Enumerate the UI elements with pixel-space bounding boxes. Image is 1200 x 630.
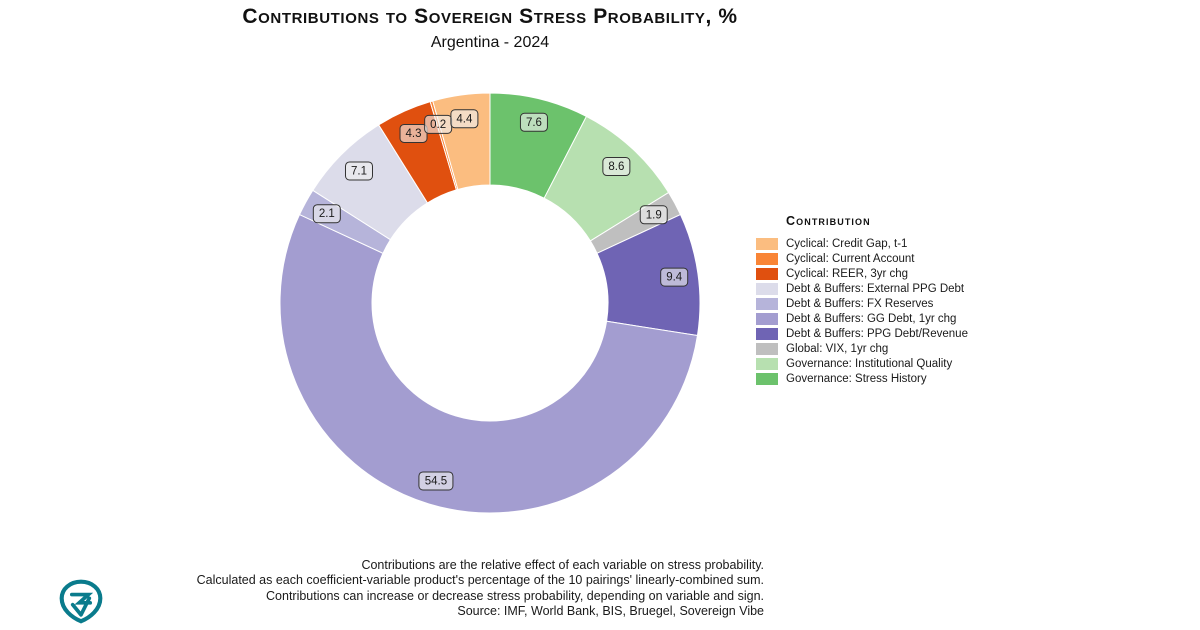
slice-label-value: 54.5 <box>425 475 447 487</box>
slice-value-label: 9.4 <box>660 267 689 287</box>
legend-item[interactable]: Governance: Institutional Quality <box>756 357 1056 371</box>
legend-item-label: Debt & Buffers: GG Debt, 1yr chg <box>786 312 957 325</box>
slice-value-label: 4.3 <box>399 123 428 143</box>
legend-title: Contribution <box>786 214 871 228</box>
legend-item[interactable]: Global: VIX, 1yr chg <box>756 342 1056 356</box>
legend-swatch <box>756 358 778 370</box>
legend-swatch <box>756 253 778 265</box>
legend-item-label: Cyclical: Current Account <box>786 252 915 265</box>
slice-label-value: 7.6 <box>526 117 542 129</box>
slice-label-pill <box>660 267 689 287</box>
legend-swatch <box>756 298 778 310</box>
legend-swatch <box>756 328 778 340</box>
legend-swatch <box>756 343 778 355</box>
donut-chart-svg: 7.6 8.6 1.9 9.4 54.5 2.1 7.1 4.3 0.2 4.4 <box>279 92 701 514</box>
legend-item-label: Global: VIX, 1yr chg <box>786 342 889 355</box>
legend-item-label: Governance: Stress History <box>786 372 927 385</box>
legend-item-list: Cyclical: Credit Gap, t-1 Cyclical: Curre… <box>756 237 1056 386</box>
legend-item-label: Debt & Buffers: FX Reserves <box>786 297 934 310</box>
legend-swatch <box>756 283 778 295</box>
legend-item-label: Cyclical: REER, 3yr chg <box>786 267 909 280</box>
legend-item[interactable]: Cyclical: Current Account <box>756 252 1056 266</box>
footer-line: Contributions are the relative effect of… <box>361 558 764 572</box>
legend-item[interactable]: Debt & Buffers: GG Debt, 1yr chg <box>756 312 1056 326</box>
legend-item[interactable]: Cyclical: REER, 3yr chg <box>756 267 1056 281</box>
legend-swatch <box>756 373 778 385</box>
legend-swatch <box>756 238 778 250</box>
logo-icon <box>59 579 103 624</box>
legend-item-label: Debt & Buffers: PPG Debt/Revenue <box>786 327 968 340</box>
slice-label-pill <box>519 112 548 132</box>
slice-label-value: 1.9 <box>646 209 662 221</box>
legend-item-label: Governance: Institutional Quality <box>786 357 953 370</box>
slice-label-pill <box>312 204 341 224</box>
footer-line: Calculated as each coefficient-variable … <box>196 573 764 588</box>
slice-value-label: 0.2 <box>424 114 453 134</box>
slice-value-label: 7.6 <box>519 112 548 132</box>
slice-label-value: 2.1 <box>319 208 335 220</box>
slice-label-pill <box>344 161 373 181</box>
slice-label-value: 7.1 <box>351 165 367 177</box>
slice-label-pill <box>602 157 631 177</box>
title-block: Contributions to Sovereign Stress Probab… <box>0 4 980 54</box>
footer-notes: Contributions are the relative effect of… <box>0 558 764 620</box>
footer-line: Source: IMF, World Bank, BIS, Bruegel, S… <box>457 604 764 619</box>
chart-legend: Contribution Cyclical: Credit Gap, t-1 Cy… <box>756 214 1056 387</box>
slice-value-label: 8.6 <box>602 157 631 177</box>
legend-item[interactable]: Cyclical: Credit Gap, t-1 <box>756 237 1056 251</box>
slice-label-value: 9.4 <box>666 272 683 284</box>
footer-line: Contributions can increase or decrease s… <box>266 588 764 603</box>
slice-value-label: 1.9 <box>639 205 668 225</box>
legend-swatch <box>756 313 778 325</box>
legend-item[interactable]: Debt & Buffers: PPG Debt/Revenue <box>756 327 1056 341</box>
page-title: Contributions to Sovereign Stress Probab… <box>242 5 738 28</box>
slice-label-pill <box>418 471 454 491</box>
slice-value-label: 7.1 <box>344 161 373 181</box>
sovereign-vibe-logo <box>58 578 104 624</box>
legend-item-label: Debt & Buffers: External PPG Debt <box>786 282 965 295</box>
donut-chart: 7.6 8.6 1.9 9.4 54.5 2.1 7.1 4.3 0.2 4.4 <box>272 86 708 526</box>
legend-swatch <box>756 268 778 280</box>
slice-label-value: 4.4 <box>456 113 473 125</box>
slice-label-pill <box>450 109 479 129</box>
donut-slice[interactable] <box>279 213 699 514</box>
slice-value-label: 54.5 <box>418 471 454 491</box>
slice-label-value: 8.6 <box>608 161 624 173</box>
legend-item[interactable]: Debt & Buffers: External PPG Debt <box>756 282 1056 296</box>
slice-label-value: 0.2 <box>430 119 446 131</box>
slice-label-value: 4.3 <box>406 128 422 140</box>
slice-value-label: 4.4 <box>450 109 479 129</box>
legend-item[interactable]: Debt & Buffers: FX Reserves <box>756 297 1056 311</box>
legend-item[interactable]: Governance: Stress History <box>756 372 1056 386</box>
slice-label-pill <box>639 205 668 225</box>
slice-value-label: 2.1 <box>312 204 341 224</box>
chart-subtitle: Argentina - 2024 <box>430 34 550 51</box>
legend-item-label: Cyclical: Credit Gap, t-1 <box>786 237 908 250</box>
